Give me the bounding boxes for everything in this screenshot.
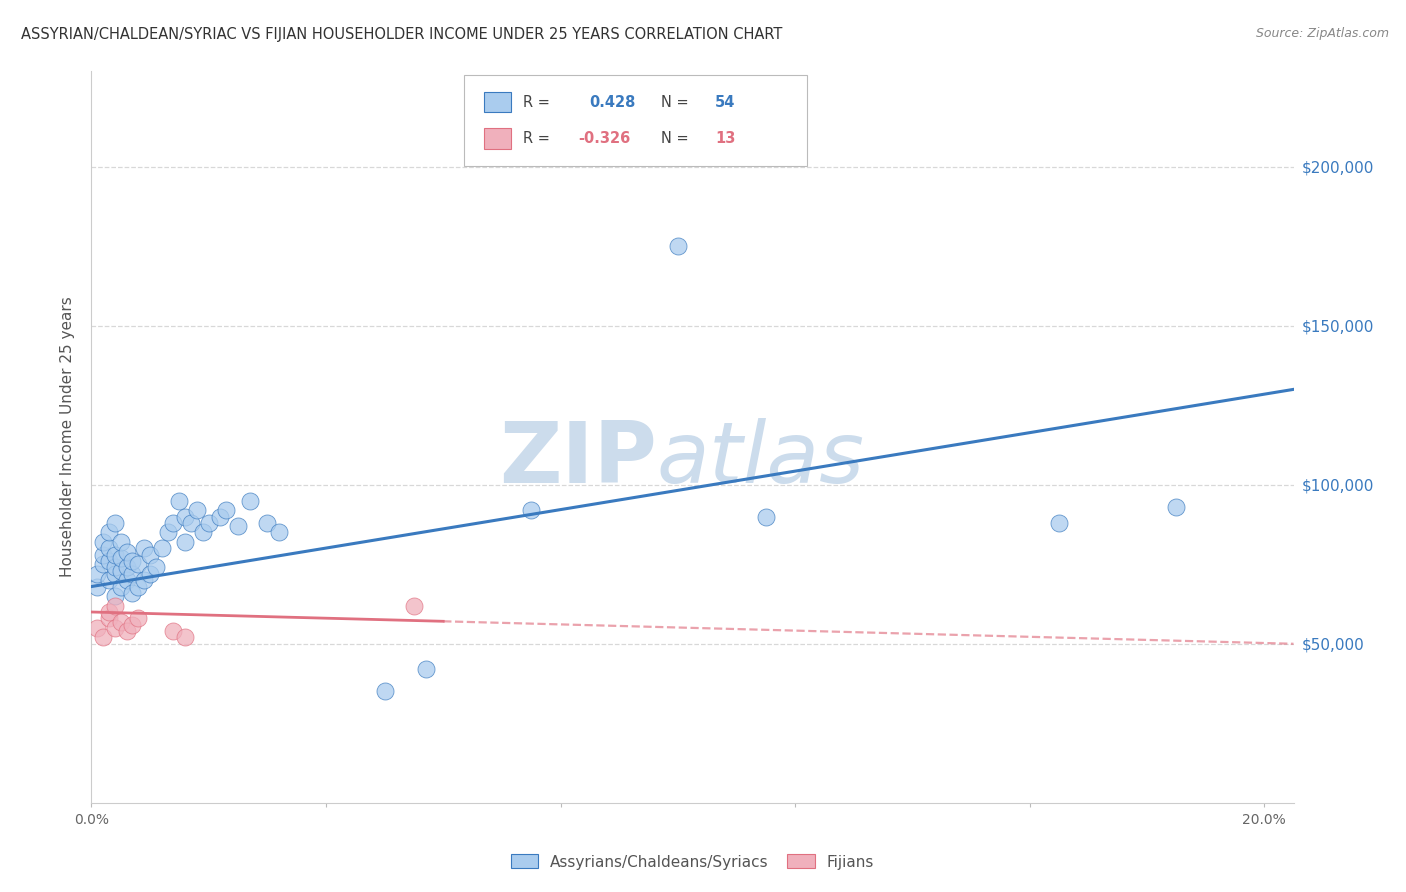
Point	[86, 580, 108, 594]
Point	[121, 586, 143, 600]
Point	[191, 525, 214, 540]
Point	[402, 599, 425, 613]
FancyBboxPatch shape	[485, 92, 510, 112]
Point	[666, 239, 689, 253]
Point	[121, 554, 143, 568]
Point	[104, 548, 127, 562]
Point	[110, 580, 132, 594]
Point	[226, 519, 249, 533]
Point	[139, 548, 162, 562]
Point	[520, 503, 543, 517]
Point	[162, 624, 184, 638]
Point	[110, 564, 132, 578]
Text: 13: 13	[716, 131, 735, 146]
Point	[267, 525, 290, 540]
Point	[86, 621, 108, 635]
Y-axis label: Householder Income Under 25 years: Householder Income Under 25 years	[60, 297, 76, 577]
Point	[127, 580, 149, 594]
Point	[98, 525, 121, 540]
Point	[104, 599, 127, 613]
Point	[110, 615, 132, 629]
Point	[98, 554, 121, 568]
Point	[104, 589, 127, 603]
Point	[134, 541, 156, 556]
Point	[121, 566, 143, 581]
Point	[197, 516, 219, 530]
Point	[91, 631, 114, 645]
Point	[162, 516, 184, 530]
Point	[215, 503, 238, 517]
Point	[91, 535, 114, 549]
Point	[239, 493, 262, 508]
Point	[156, 525, 179, 540]
Point	[374, 684, 396, 698]
Text: 54: 54	[716, 95, 735, 110]
Text: N =: N =	[661, 131, 693, 146]
Point	[104, 566, 127, 581]
Text: R =: R =	[523, 95, 554, 110]
Point	[127, 611, 149, 625]
Point	[110, 550, 132, 565]
Point	[1047, 516, 1070, 530]
Point	[110, 535, 132, 549]
Text: atlas: atlas	[657, 417, 865, 500]
Point	[180, 516, 202, 530]
Point	[256, 516, 278, 530]
FancyBboxPatch shape	[485, 128, 510, 149]
Text: ZIP: ZIP	[499, 417, 657, 500]
Text: Source: ZipAtlas.com: Source: ZipAtlas.com	[1256, 27, 1389, 40]
Point	[145, 560, 167, 574]
Point	[755, 509, 778, 524]
Point	[115, 544, 138, 558]
FancyBboxPatch shape	[464, 75, 807, 167]
Text: 0.428: 0.428	[589, 95, 636, 110]
Legend: Assyrians/Chaldeans/Syriacs, Fijians: Assyrians/Chaldeans/Syriacs, Fijians	[505, 848, 880, 876]
Point	[174, 535, 197, 549]
Text: R =: R =	[523, 131, 554, 146]
Point	[127, 558, 149, 572]
Point	[121, 617, 143, 632]
Point	[150, 541, 173, 556]
Point	[104, 560, 127, 574]
Point	[98, 541, 121, 556]
Point	[104, 516, 127, 530]
Point	[174, 631, 197, 645]
Text: -0.326: -0.326	[578, 131, 630, 146]
Point	[115, 573, 138, 587]
Point	[91, 558, 114, 572]
Point	[98, 573, 121, 587]
Text: N =: N =	[661, 95, 693, 110]
Point	[115, 624, 138, 638]
Point	[91, 548, 114, 562]
Point	[134, 573, 156, 587]
Point	[209, 509, 232, 524]
Point	[139, 566, 162, 581]
Point	[104, 621, 127, 635]
Point	[86, 566, 108, 581]
Point	[1166, 500, 1188, 514]
Point	[415, 662, 437, 676]
Point	[186, 503, 208, 517]
Point	[169, 493, 191, 508]
Point	[98, 611, 121, 625]
Point	[174, 509, 197, 524]
Text: ASSYRIAN/CHALDEAN/SYRIAC VS FIJIAN HOUSEHOLDER INCOME UNDER 25 YEARS CORRELATION: ASSYRIAN/CHALDEAN/SYRIAC VS FIJIAN HOUSE…	[21, 27, 783, 42]
Point	[98, 605, 121, 619]
Point	[115, 560, 138, 574]
